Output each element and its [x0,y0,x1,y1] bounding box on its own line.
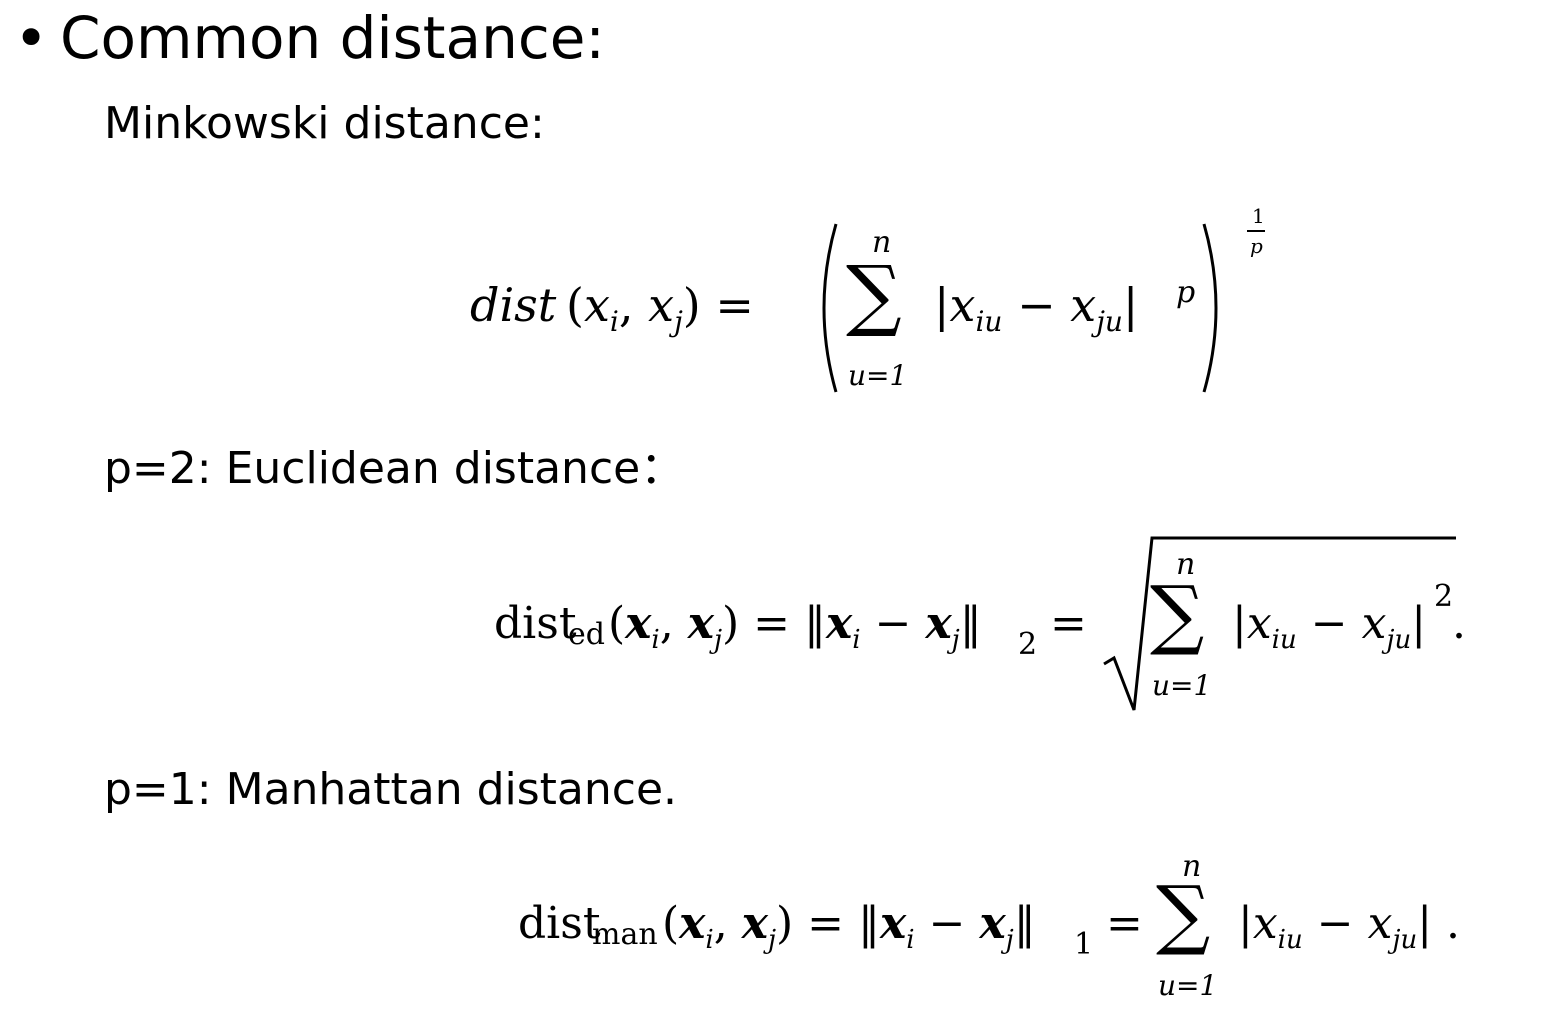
minkowski-sigma-icon: ∑ [846,250,902,340]
minkowski-abs-term: |xiu − xju| [934,278,1139,339]
minkowski-left-paren [822,223,838,393]
manhattan-sigma-icon: ∑ [1156,869,1211,958]
euclidean-sigma-icon: ∑ [1150,569,1205,658]
minkowski-label: Minkowski distance: [104,98,545,149]
minkowski-dist: dist [470,278,557,332]
euclidean-norm-sub: 2 [1018,627,1038,662]
euclidean-eq: = [1050,598,1087,649]
manhattan-norm-sub: 1 [1074,927,1094,962]
euclidean-abs-term: |xiu − xju| [1232,598,1427,655]
minkowski-power: p [1176,275,1196,310]
manhattan-abs-term: |xiu − xju| . [1238,898,1460,955]
minkowski-exp-num: 1 [1252,204,1265,228]
section-heading: • Common distance: [14,4,605,72]
euclidean-sum-lower: u=1 [1152,669,1212,702]
minkowski-sum-lower: u=1 [848,359,908,392]
bullet: • [14,4,49,72]
manhattan-subscript: man [592,917,658,952]
minkowski-args: (xi, xj) = [566,278,754,339]
euclidean-period: . [1452,598,1466,649]
euclidean-sum-upper: n [1176,547,1196,582]
euclidean-subscript: ed [568,617,605,652]
minkowski-right-paren [1202,223,1218,393]
euclidean-power: 2 [1434,579,1454,614]
minkowski-exp-bar [1247,230,1265,232]
minkowski-sum-upper: n [872,225,892,260]
euclidean-args: (xi, xj) = ‖xi − xj‖ [608,598,982,655]
manhattan-label: p=1: Manhattan distance. [104,764,678,815]
manhattan-args: (xi, xj) = ‖xi − xj‖ [662,898,1036,955]
euclidean-sqrt-icon [1103,536,1456,711]
manhattan-eq: = [1106,898,1143,949]
minkowski-exp-den: p [1250,234,1263,258]
euclidean-func: dist [494,598,577,649]
manhattan-sum-lower: u=1 [1158,969,1218,1002]
manhattan-sum-upper: n [1182,849,1202,884]
manhattan-func: dist [518,898,601,949]
euclidean-label: p=2: Euclidean distance： [104,443,685,494]
heading-text: Common distance: [60,4,605,72]
